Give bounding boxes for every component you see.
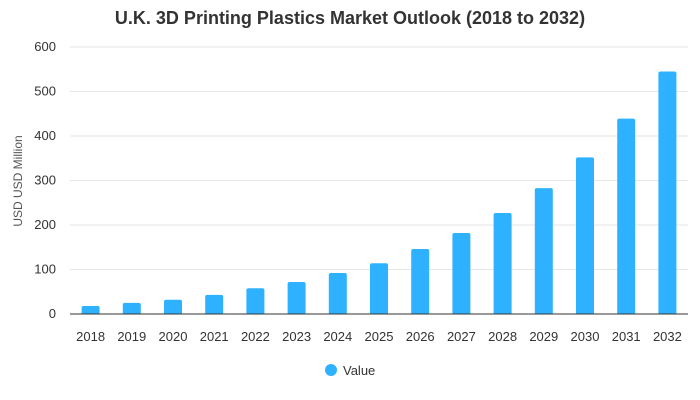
- x-tick-label: 2024: [323, 329, 352, 344]
- legend-label-value: Value: [343, 363, 375, 378]
- bar-2020[interactable]: [164, 299, 182, 314]
- x-tick-label: 2027: [447, 329, 476, 344]
- x-tick-label: 2023: [282, 329, 311, 344]
- x-tick-label: 2028: [488, 329, 517, 344]
- x-tick-label: 2032: [653, 329, 682, 344]
- bar-2031[interactable]: [617, 118, 636, 315]
- x-tick-label: 2031: [612, 329, 641, 344]
- x-tick-label: 2022: [241, 329, 270, 344]
- bar-2027[interactable]: [452, 233, 471, 314]
- x-tick-labels: 2018 2019 2020 2021 2022 2023 2024 2025 2026 2027…: [76, 329, 682, 344]
- y-tick-label: 500: [34, 84, 56, 99]
- bar-2024[interactable]: [328, 273, 347, 314]
- x-tick-label: 2026: [406, 329, 435, 344]
- bars: [70, 71, 688, 315]
- bar-2032[interactable]: [658, 71, 677, 314]
- bar-2023[interactable]: [287, 281, 306, 314]
- y-axis-title: USD USD Million: [11, 135, 25, 226]
- x-tick-label: 2020: [159, 329, 188, 344]
- bar-2025[interactable]: [370, 263, 388, 314]
- bar-2030[interactable]: [576, 157, 594, 314]
- legend[interactable]: Value: [325, 363, 375, 378]
- x-tick-label: 2021: [200, 329, 229, 344]
- x-tick-label: 2025: [365, 329, 394, 344]
- x-tick-label: 2018: [76, 329, 105, 344]
- y-tick-label: 0: [49, 306, 56, 321]
- x-tick-label: 2030: [571, 329, 600, 344]
- legend-swatch-value: [325, 364, 337, 376]
- y-tick-label: 600: [34, 39, 56, 54]
- x-tick-label: 2019: [117, 329, 146, 344]
- y-tick-labels: 0 100 200 300 400 500 600: [34, 39, 56, 321]
- y-tick-label: 100: [34, 262, 56, 277]
- bar-2026[interactable]: [411, 249, 430, 314]
- bar-2018[interactable]: [81, 305, 100, 314]
- x-tick-label: 2029: [529, 329, 558, 344]
- y-tick-label: 400: [34, 128, 56, 143]
- bar-2019[interactable]: [122, 302, 141, 314]
- bar-2028[interactable]: [493, 212, 512, 314]
- bar-2021[interactable]: [205, 294, 224, 314]
- bar-2022[interactable]: [246, 288, 265, 314]
- bar-2029[interactable]: [534, 188, 553, 314]
- y-tick-label: 200: [34, 217, 56, 232]
- chart-title: U.K. 3D Printing Plastics Market Outlook…: [114, 8, 586, 28]
- y-tick-label: 300: [34, 173, 56, 188]
